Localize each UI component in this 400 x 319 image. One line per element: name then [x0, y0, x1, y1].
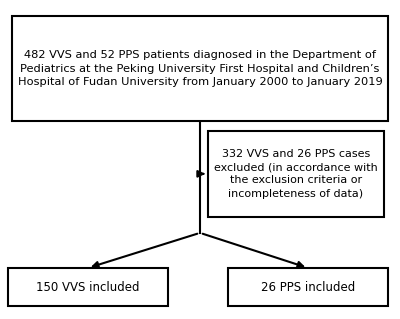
Text: 26 PPS included: 26 PPS included	[261, 281, 355, 293]
Text: 332 VVS and 26 PPS cases
excluded (in accordance with
the exclusion criteria or
: 332 VVS and 26 PPS cases excluded (in ac…	[214, 149, 378, 199]
FancyBboxPatch shape	[228, 268, 388, 306]
Text: 150 VVS included: 150 VVS included	[36, 281, 140, 293]
Text: 482 VVS and 52 PPS patients diagnosed in the Department of
Pediatrics at the Pek: 482 VVS and 52 PPS patients diagnosed in…	[18, 50, 382, 87]
FancyBboxPatch shape	[8, 268, 168, 306]
FancyBboxPatch shape	[208, 131, 384, 217]
FancyBboxPatch shape	[12, 16, 388, 121]
